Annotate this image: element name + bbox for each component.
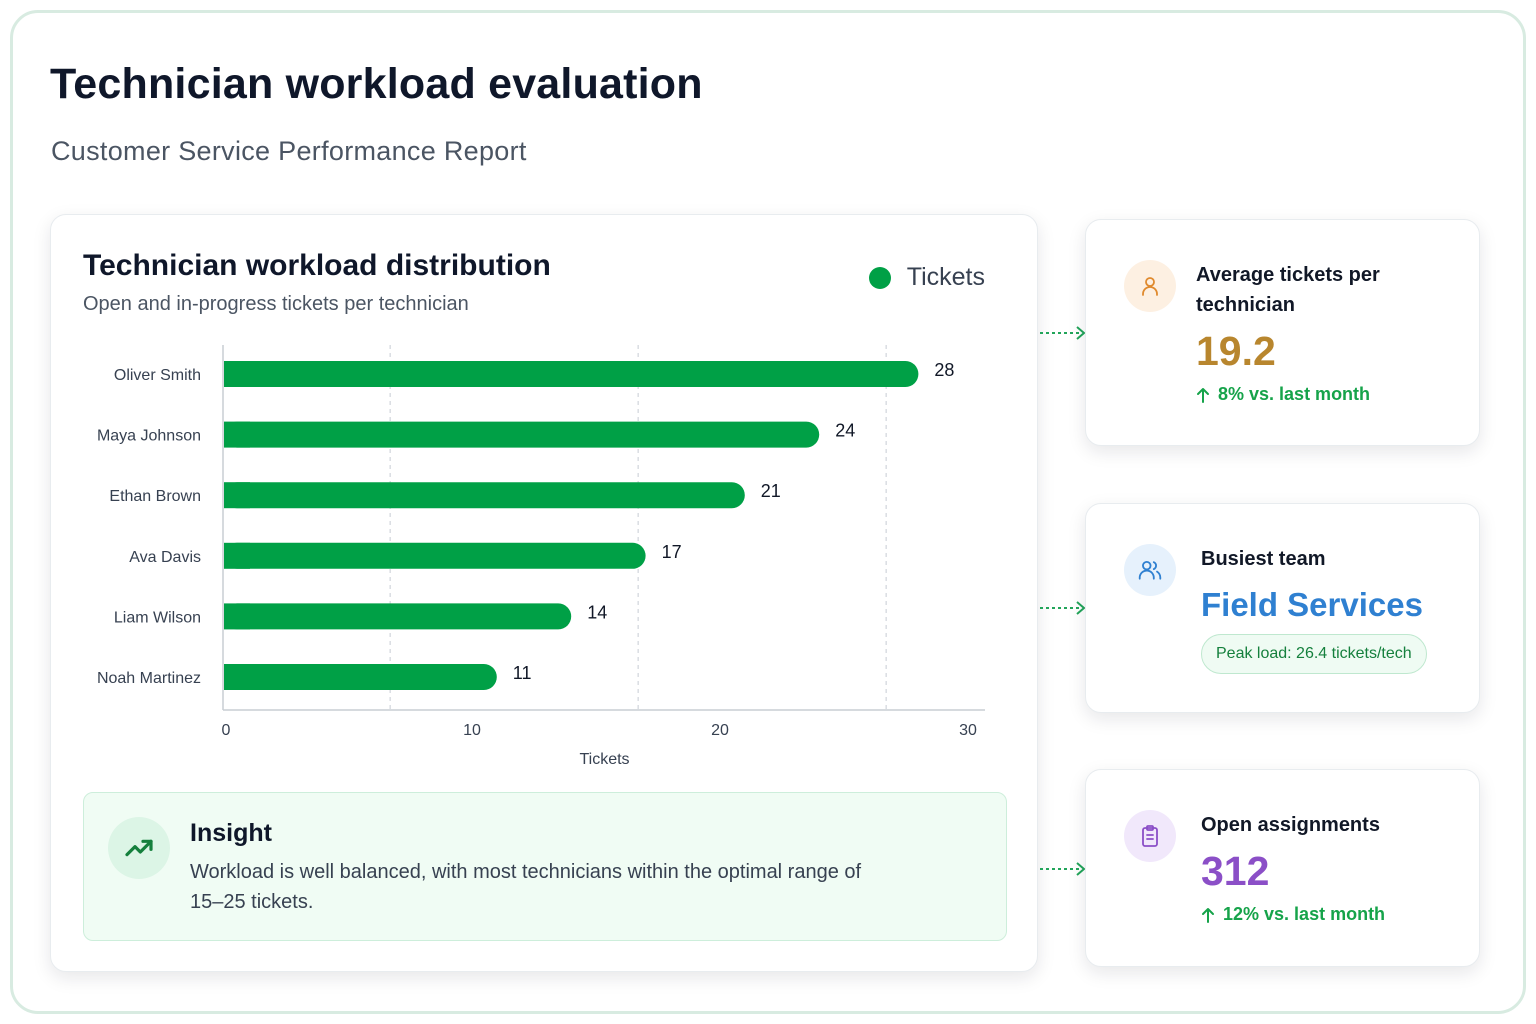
chart-legend: Tickets	[868, 263, 985, 292]
kpi-value-team: Field Services	[1201, 586, 1423, 623]
bar-left-edge	[224, 542, 250, 569]
users-icon	[1124, 544, 1176, 596]
data-label: 21	[761, 481, 781, 501]
connector-arrow-3	[1040, 862, 1086, 876]
bar	[224, 482, 745, 509]
bar	[224, 542, 646, 569]
data-label: 24	[835, 421, 855, 441]
kpi-change-average: 8% vs. last month	[1196, 384, 1370, 405]
insight-title: Insight	[190, 819, 272, 847]
bar	[224, 421, 820, 448]
kpi-change-open-text: 12% vs. last month	[1223, 904, 1386, 924]
kpi-card-open: Open assignments 312 12% vs. last month	[1085, 769, 1480, 967]
data-label: 14	[587, 602, 607, 622]
y-tick-label: Noah Martinez	[97, 670, 201, 687]
chart-card: Technician workload distribution Open an…	[50, 214, 1038, 972]
trending-up-icon	[108, 817, 170, 879]
legend-swatch	[868, 266, 891, 289]
kpi-label-open: Open assignments	[1201, 814, 1380, 836]
legend-label: Tickets	[906, 263, 985, 291]
bar-left-edge	[224, 361, 250, 387]
connector-arrow-2	[1040, 601, 1086, 615]
peak-load-badge: Peak load: 26.4 tickets/tech	[1201, 634, 1427, 674]
clipboard-icon	[1124, 810, 1176, 862]
kpi-card-team: Busiest team Field Services Peak load: 2…	[1085, 503, 1480, 713]
kpi-value-open: 312	[1201, 848, 1270, 894]
insight-panel: Insight Workload is well balanced, with …	[83, 792, 1007, 941]
x-tick-label: 10	[463, 722, 481, 739]
kpi-value-average: 19.2	[1196, 328, 1276, 374]
kpi-card-average: Average tickets per technician 19.2 8% v…	[1085, 219, 1480, 446]
x-tick-label: 30	[959, 722, 977, 739]
arrow-up-icon	[1197, 387, 1209, 403]
x-tick-label: 0	[222, 722, 231, 739]
bar	[224, 361, 919, 387]
data-label: 17	[662, 542, 682, 562]
y-tick-label: Liam Wilson	[114, 609, 201, 626]
bar	[224, 603, 572, 630]
data-label: 28	[934, 360, 954, 380]
y-tick-label: Ava Davis	[129, 549, 201, 566]
bar-left-edge	[224, 664, 250, 690]
y-tick-label: Ethan Brown	[109, 488, 201, 505]
arrow-up-icon	[1202, 907, 1214, 923]
kpi-change-open: 12% vs. last month	[1201, 904, 1385, 925]
y-tick-label: Maya Johnson	[97, 428, 201, 445]
connector-arrow-1	[1040, 326, 1086, 340]
x-axis-label: Tickets	[579, 751, 629, 768]
insight-text: Workload is well balanced, with most tec…	[190, 861, 862, 913]
page-title: Technician workload evaluation	[50, 60, 703, 108]
kpi-change-average-text: 8% vs. last month	[1218, 384, 1371, 404]
kpi-label-average: Average tickets per technician	[1196, 264, 1380, 316]
bar-left-edge	[224, 421, 250, 448]
data-label: 11	[513, 663, 532, 683]
x-tick-label: 20	[711, 722, 729, 739]
y-tick-label: Oliver Smith	[114, 367, 201, 384]
bar-left-edge	[224, 603, 250, 630]
chart-subtitle: Open and in-progress tickets per technic…	[83, 293, 469, 315]
bar	[224, 664, 497, 690]
page-subtitle: Customer Service Performance Report	[51, 136, 527, 166]
kpi-label-team: Busiest team	[1201, 548, 1326, 570]
user-icon	[1124, 260, 1176, 312]
bar-chart: Oliver Smith 28 Maya Johnson 24 Ethan Brown 2…	[97, 345, 985, 768]
chart-title: Technician workload distribution	[83, 249, 551, 282]
bar-left-edge	[224, 482, 250, 509]
